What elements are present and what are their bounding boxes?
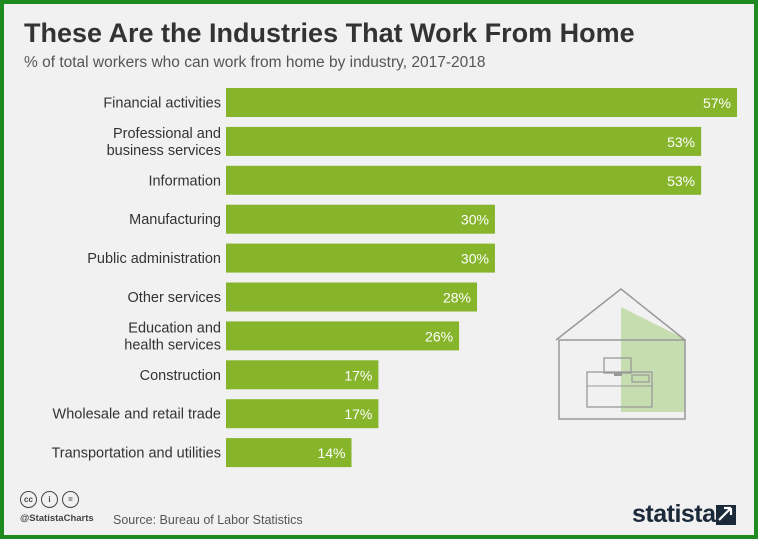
desk	[586, 371, 653, 408]
value-label: 26%	[425, 328, 453, 344]
value-label: 30%	[461, 212, 489, 228]
no-derivatives-icon: =	[62, 491, 79, 508]
bar	[226, 360, 379, 390]
bar	[226, 321, 460, 351]
bar	[226, 165, 702, 195]
bar	[226, 204, 495, 234]
value-label: 57%	[703, 95, 731, 111]
license-icons: cc i =	[20, 491, 110, 508]
value-label: 17%	[344, 367, 372, 383]
category-label: Wholesale and retail trade	[53, 407, 221, 423]
value-label: 28%	[443, 290, 471, 306]
value-label: 17%	[344, 406, 372, 422]
category-label: health services	[124, 337, 221, 353]
footer-license: cc i = @StatistaCharts	[20, 491, 110, 524]
value-label: 53%	[667, 173, 695, 189]
twitter-handle[interactable]: @StatistaCharts	[20, 513, 94, 524]
category-label: Professional and	[113, 126, 221, 142]
bar	[226, 126, 702, 156]
value-label: 14%	[317, 445, 345, 461]
category-label: Other services	[128, 290, 221, 306]
category-label: Education and	[128, 320, 221, 336]
chart-subtitle: % of total workers who can work from hom…	[24, 54, 486, 71]
house-with-desk-icon	[555, 288, 686, 420]
keyboard	[631, 374, 650, 383]
bar	[226, 282, 478, 312]
attribution-icon: i	[41, 491, 58, 508]
category-label: Manufacturing	[129, 212, 221, 228]
value-label: 53%	[667, 134, 695, 150]
category-label: Information	[148, 173, 221, 189]
category-label: Financial activities	[103, 96, 221, 112]
value-label: 30%	[461, 251, 489, 267]
statista-logo[interactable]: statista	[632, 500, 716, 528]
house-walls	[558, 339, 686, 420]
statista-logo-mark	[716, 505, 736, 525]
category-label: Transportation and utilities	[51, 446, 221, 462]
logo-arrow-icon	[718, 506, 733, 521]
bar	[226, 438, 352, 468]
bar	[226, 88, 737, 117]
bar	[226, 399, 379, 429]
chart-title: These Are the Industries That Work From …	[24, 18, 635, 48]
source-note: Source: Bureau of Labor Statistics	[113, 513, 303, 527]
monitor-stand	[614, 373, 622, 376]
category-label: Public administration	[87, 251, 221, 267]
category-label: Construction	[140, 368, 221, 384]
bar	[226, 243, 495, 273]
cc-icon: cc	[20, 491, 37, 508]
category-label: business services	[107, 143, 221, 159]
house-roof	[555, 288, 686, 341]
